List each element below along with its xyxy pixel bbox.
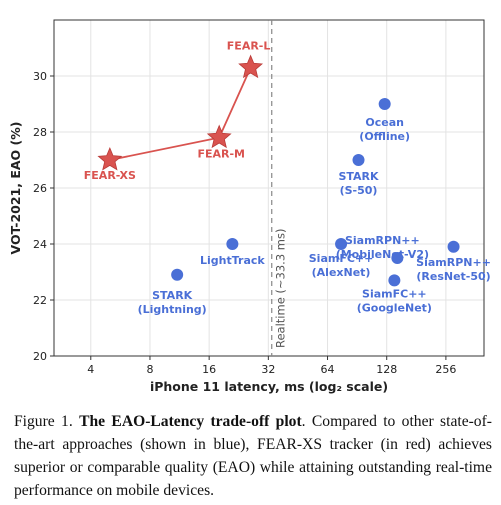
- baseline-point-label: SiamFC++: [309, 252, 374, 265]
- caption-text: . Compared to other state-of-the-art app…: [14, 413, 492, 499]
- baseline-point-label: STARK: [152, 289, 193, 302]
- fear-star-point: [238, 54, 264, 79]
- baseline-point: [335, 238, 348, 250]
- eao-latency-chart: 4 8 16 32 64 128 256 20 22 24 26 28 30 Realtime (~33…: [8, 19, 491, 394]
- baseline-point: [226, 238, 239, 250]
- fear-star-point: [97, 146, 123, 171]
- baseline-point-label: (GoogleNet): [357, 301, 432, 314]
- x-tick-label: 128: [376, 363, 397, 376]
- figure-caption: Figure 1. The EAO-Latency trade-off plot…: [14, 410, 492, 502]
- baseline-point-label: SiamRPN++: [345, 234, 420, 247]
- baseline-point-label: (AlexNet): [312, 266, 371, 279]
- baseline-point-label: SiamFC++: [362, 287, 427, 300]
- baseline-point-label: (MobileNet-V2): [336, 248, 429, 261]
- baseline-point-label: (S-50): [340, 184, 378, 197]
- y-tick-label: 22: [33, 294, 47, 307]
- fear-point-label: FEAR-M: [197, 148, 245, 161]
- grid-lines: [54, 20, 484, 357]
- fear-star-point: [206, 124, 232, 149]
- baseline-point: [447, 240, 460, 253]
- baseline-point-label: Ocean: [365, 116, 404, 129]
- baseline-point-label: SiamRPN++: [416, 256, 491, 269]
- y-tick-label: 20: [33, 350, 47, 363]
- x-tick-label: 4: [87, 363, 94, 376]
- x-tick-label: 16: [202, 363, 216, 376]
- baseline-point: [391, 252, 404, 264]
- fear-point-label: FEAR-L: [227, 40, 271, 53]
- y-tick-label: 24: [33, 238, 47, 251]
- x-tick-label: 256: [435, 363, 456, 376]
- baseline-point: [388, 274, 401, 287]
- baseline-point: [352, 154, 365, 166]
- y-axis-title: VOT-2021, EAO (%): [8, 122, 23, 255]
- x-tick-label: 8: [146, 363, 153, 376]
- caption-title: The EAO-Latency trade-off plot: [79, 413, 302, 430]
- baseline-point-label: (Lightning): [138, 303, 207, 316]
- axis-ticks: 4 8 16 32 64 128 256 20 22 24 26 28 30: [33, 70, 456, 376]
- fear-series-line: [109, 67, 252, 161]
- baseline-point: [171, 268, 184, 281]
- y-tick-label: 26: [33, 182, 47, 195]
- y-tick-label: 28: [33, 126, 47, 139]
- x-axis-title: iPhone 11 latency, ms (log₂ scale): [150, 379, 388, 394]
- baseline-point: [378, 98, 391, 110]
- x-tick-label: 64: [321, 363, 335, 376]
- baseline-point-label: LightTrack: [200, 254, 265, 267]
- realtime-label: Realtime (~33.3 ms): [274, 229, 288, 349]
- caption-prefix: Figure 1.: [14, 413, 73, 430]
- fear-point-label: FEAR-XS: [84, 169, 136, 182]
- y-tick-label: 30: [33, 70, 47, 83]
- baseline-point-label: (ResNet-50): [416, 270, 490, 283]
- data-points: FEAR-XSFEAR-MFEAR-LSTARK(Lightning)Light…: [84, 40, 491, 316]
- baseline-point-label: (Offline): [359, 130, 410, 143]
- x-tick-label: 32: [261, 363, 275, 376]
- baseline-point-label: STARK: [338, 170, 379, 183]
